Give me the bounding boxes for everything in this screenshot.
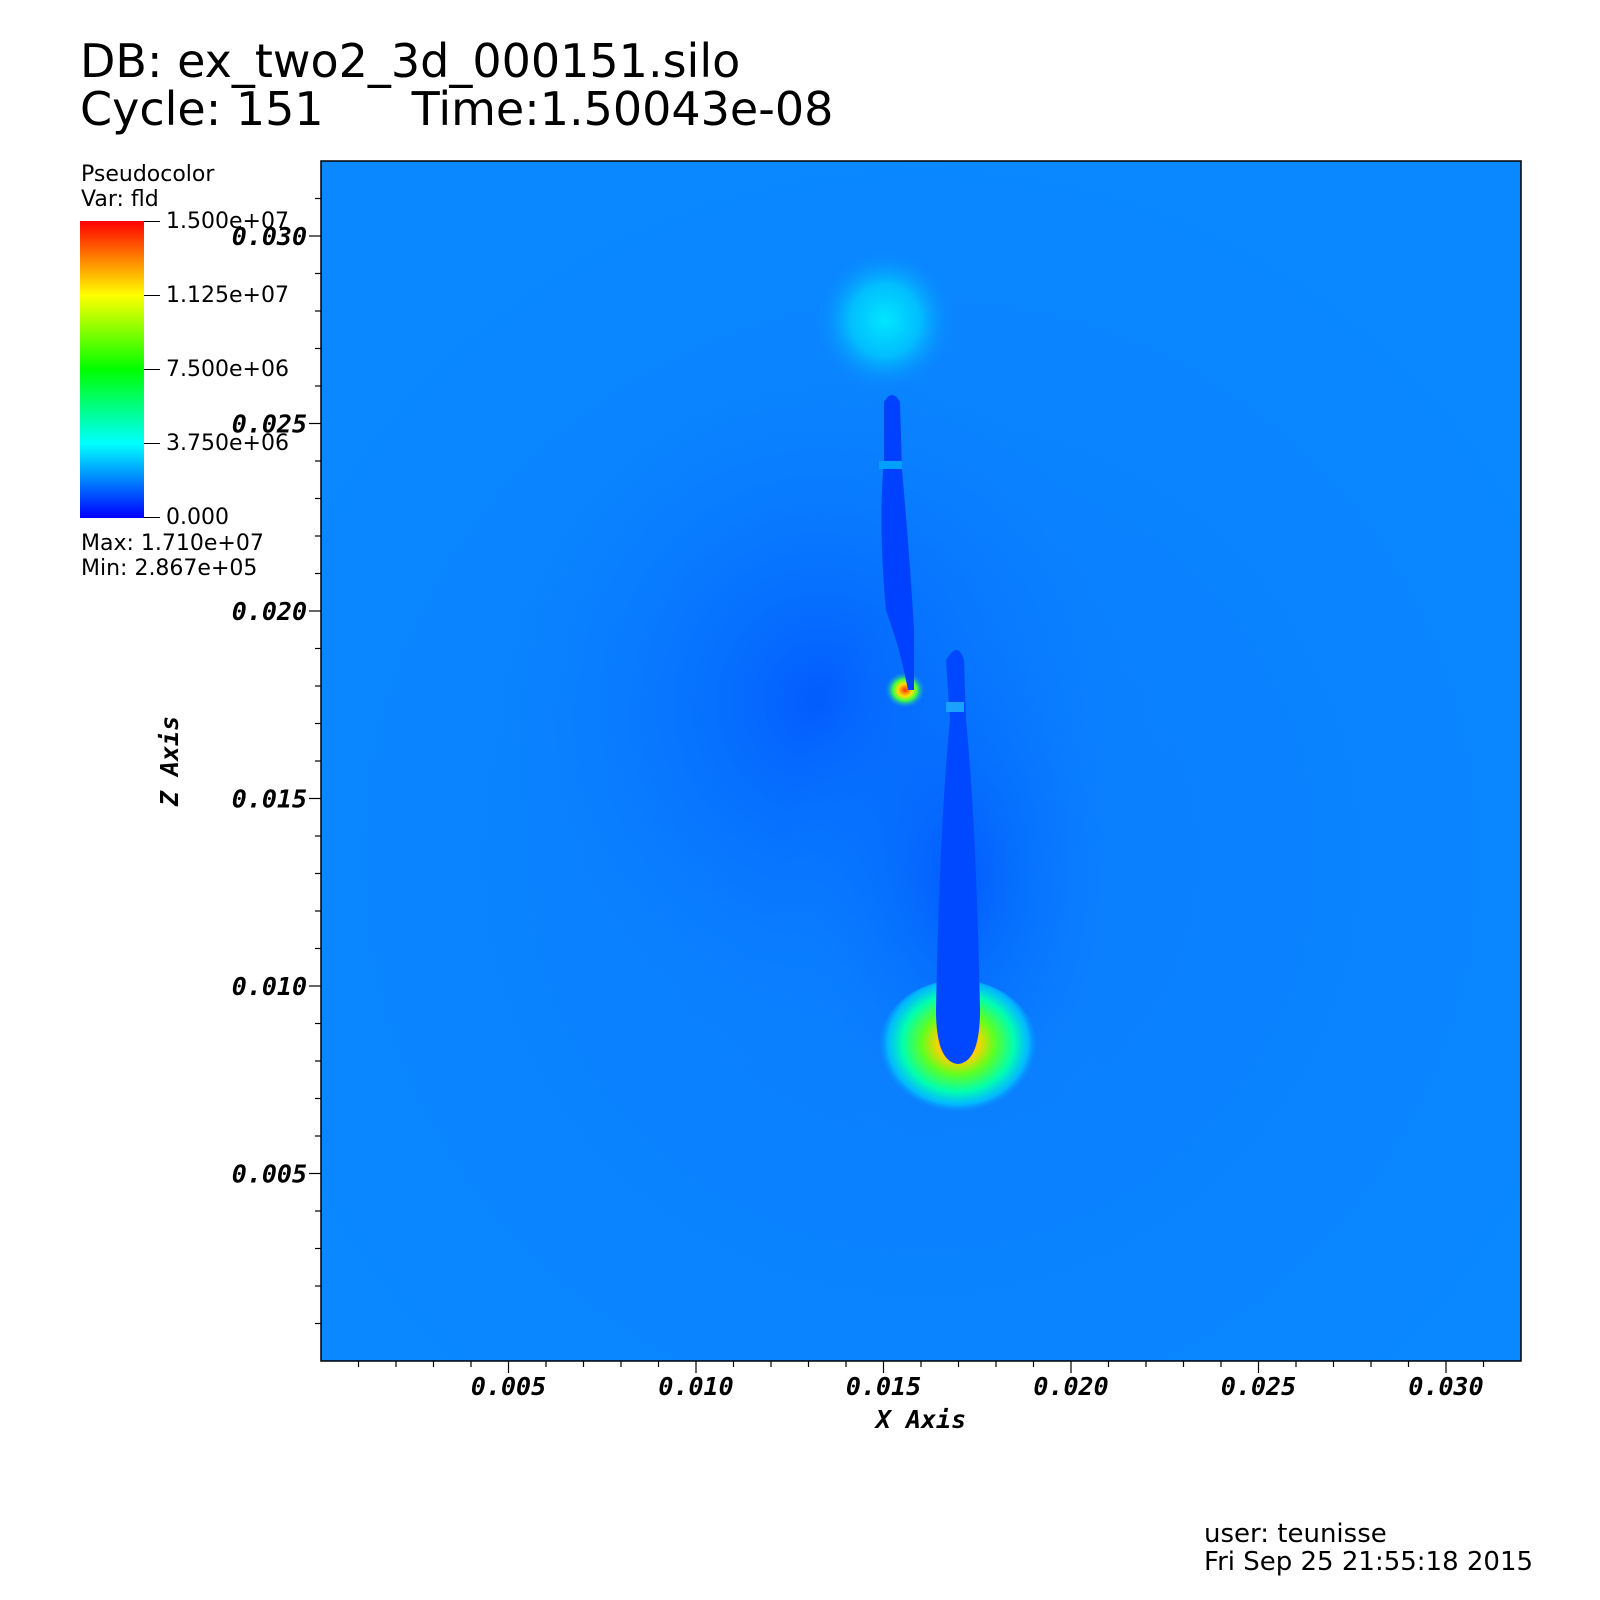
- x-tick-label: 0.020: [1033, 1372, 1108, 1401]
- legend-min: Min: 2.867e+05: [81, 556, 258, 581]
- legend-plot-type: Pseudocolor: [81, 162, 215, 187]
- field-glow: [815, 248, 955, 392]
- colorbar-tick: [144, 221, 160, 222]
- lower-streamer-channel: [936, 650, 980, 1064]
- y-axis-ticks: 0.005 0.010 0.015 0.020 0.025 0.030: [232, 197, 321, 1325]
- colorbar: [80, 221, 144, 518]
- time-label: Time:1.50043e-08: [411, 82, 834, 136]
- streamer-gap: [946, 702, 964, 712]
- y-tick-label: 0.005: [232, 1160, 307, 1189]
- colorbar-label: 7.500e+06: [166, 357, 289, 382]
- cycle-label: Cycle: 151: [80, 82, 324, 136]
- x-tick-label: 0.030: [1408, 1372, 1483, 1401]
- colorbar-tick: [144, 443, 160, 444]
- streamer-gap: [879, 461, 902, 469]
- y-tick-label: 0.010: [232, 972, 307, 1001]
- colorbar-tick: [144, 369, 160, 370]
- plot-area: [321, 161, 1521, 1361]
- colorbar-label: 1.125e+07: [166, 283, 289, 308]
- x-axis-ticks: 0.005 0.010 0.015 0.020 0.025 0.030: [357, 1361, 1485, 1401]
- colorbar-tick: [144, 295, 160, 296]
- x-tick-label: 0.010: [658, 1372, 733, 1401]
- x-axis-title: X Axis: [874, 1405, 966, 1434]
- y-tick-label: 0.030: [232, 222, 307, 251]
- colorbar-label: 3.750e+06: [166, 431, 289, 456]
- y-tick-label: 0.015: [232, 785, 307, 814]
- x-tick-label: 0.025: [1221, 1372, 1296, 1401]
- colorbar-tick: [144, 517, 160, 518]
- legend-var-label: Var: fld: [81, 187, 159, 212]
- user-label: user: teunisse: [1204, 1519, 1387, 1549]
- colorbar-label: 1.500e+07: [166, 209, 289, 234]
- x-tick-label: 0.005: [471, 1372, 546, 1401]
- date-label: Fri Sep 25 21:55:18 2015: [1204, 1547, 1534, 1577]
- cycle-time-line: Cycle: 151 Time:1.50043e-08: [80, 84, 833, 134]
- y-tick-label: 0.020: [232, 597, 307, 626]
- legend-max: Max: 1.710e+07: [81, 531, 264, 556]
- database-title: DB: ex_two2_3d_000151.silo: [80, 34, 741, 88]
- x-tick-label: 0.015: [846, 1372, 921, 1401]
- colorbar-label: 0.000: [166, 505, 229, 530]
- z-axis-title: Z Axis: [155, 716, 184, 807]
- y-tick-label: 0.025: [232, 410, 307, 439]
- streamer-tip-glow: [885, 672, 925, 708]
